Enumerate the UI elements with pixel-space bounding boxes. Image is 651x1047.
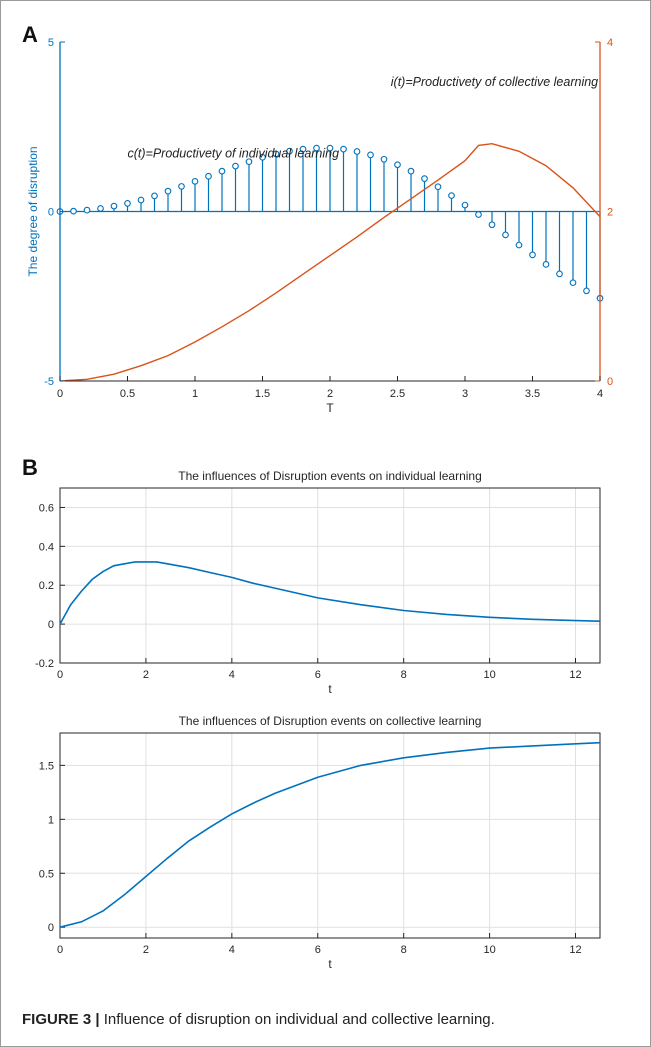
x-axis-label: T (326, 401, 334, 415)
x-tick-label: 4 (229, 944, 235, 956)
x-tick-label: 1 (192, 388, 198, 400)
annotation-individual: c(t)=Productivety of individual learning (128, 146, 340, 160)
stem-marker (178, 183, 185, 190)
stem-marker (367, 151, 374, 159)
x-tick-label: 0 (57, 388, 63, 400)
stem-marker (583, 287, 590, 295)
y-axis-label: The degree of disruption (26, 146, 40, 276)
stem-marker (151, 192, 158, 200)
x-tick-label: 2 (327, 388, 333, 400)
stem-marker (70, 207, 77, 215)
stem-marker (556, 270, 563, 278)
stem-marker (299, 145, 307, 153)
series-line (59, 561, 601, 625)
chart-b2-collective-learning: The influences of Disruption events on c… (39, 714, 601, 971)
stem-marker (380, 155, 388, 163)
stem-marker (569, 279, 577, 287)
y-tick-label: -5 (44, 376, 54, 388)
caption-text: Influence of disruption on individual an… (99, 1011, 495, 1028)
stem-marker (434, 183, 442, 191)
chart-title: The influences of Disruption events on c… (179, 714, 482, 728)
x-tick-label: 2 (143, 944, 149, 956)
y2-tick-label: 4 (607, 37, 613, 49)
figure-caption: FIGURE 3 | Influence of disruption on in… (22, 1011, 495, 1028)
x-tick-label: 0 (57, 944, 63, 956)
stem-marker (488, 221, 496, 229)
y-tick-label: 1.5 (39, 760, 54, 772)
x-axis-label: t (328, 682, 332, 696)
y-tick-label: 0.6 (39, 502, 54, 514)
x-tick-label: 12 (569, 669, 581, 681)
y-tick-label: 1 (48, 814, 54, 826)
y-tick-label: 0.4 (39, 541, 54, 553)
x-tick-label: 6 (315, 944, 321, 956)
stem-marker (340, 145, 347, 153)
plot-box (59, 732, 601, 939)
y-tick-label: 0 (48, 922, 54, 934)
stem-marker (97, 205, 104, 212)
stem-marker (110, 202, 118, 210)
y2-tick-label: 2 (607, 207, 613, 219)
stem-marker (448, 192, 455, 199)
stem-marker (259, 153, 266, 161)
y-tick-label: -0.2 (35, 658, 54, 670)
x-axis-label: t (328, 957, 332, 971)
annotation-collective: i(t)=Productivety of collective learning (391, 75, 598, 89)
stem-marker (205, 172, 212, 180)
stem-marker (313, 144, 320, 152)
y-tick-label: 0.2 (39, 580, 54, 592)
stem-marker (164, 187, 172, 195)
x-tick-label: 1.5 (255, 388, 270, 400)
stem-marker (529, 251, 536, 259)
x-tick-label: 3 (462, 388, 468, 400)
stem-marker (542, 261, 550, 268)
x-tick-label: 6 (315, 669, 321, 681)
y-tick-label: 0.5 (39, 868, 54, 880)
collective-curve (59, 142, 601, 382)
stem-marker (245, 158, 253, 166)
x-tick-label: 8 (401, 669, 407, 681)
caption-label: FIGURE 3 | (22, 1011, 100, 1028)
panel-a-letter: A (22, 22, 38, 47)
stem-marker (191, 177, 199, 185)
x-tick-label: 8 (401, 944, 407, 956)
x-tick-label: 12 (569, 944, 581, 956)
stem-marker (475, 211, 482, 218)
stem-marker (353, 148, 361, 155)
y-tick-label: 0 (48, 207, 54, 219)
x-tick-label: 10 (483, 944, 495, 956)
x-tick-label: 2 (143, 669, 149, 681)
stem-marker (502, 231, 509, 239)
stem-marker (232, 162, 239, 170)
x-tick-label: 4 (229, 669, 235, 681)
stem-marker (137, 196, 145, 204)
stem-marker (394, 161, 401, 169)
x-tick-label: 0 (57, 669, 63, 681)
x-tick-label: 10 (483, 669, 495, 681)
panel-b-letter: B (22, 455, 38, 480)
x-tick-label: 3.5 (525, 388, 540, 400)
series-line (59, 741, 601, 928)
chart-b1-individual-learning: The influences of Disruption events on i… (35, 469, 601, 696)
stem-marker (83, 206, 91, 214)
plot-box (59, 487, 601, 664)
y-tick-label: 0 (48, 619, 54, 631)
stem-marker (286, 147, 293, 155)
stem-marker (326, 144, 334, 152)
stem-marker (421, 175, 428, 182)
chart-title: The influences of Disruption events on i… (178, 469, 482, 483)
stem-marker (218, 167, 226, 175)
x-tick-label: 2.5 (390, 388, 405, 400)
x-tick-label: 0.5 (120, 388, 135, 400)
x-tick-label: 4 (597, 388, 603, 400)
stem-marker (515, 241, 523, 249)
y-tick-label: 5 (48, 37, 54, 49)
stem-marker (461, 201, 469, 209)
stem-marker (272, 150, 280, 158)
stem-marker (124, 200, 131, 207)
stem-marker (407, 167, 415, 175)
y2-tick-label: 0 (607, 376, 613, 388)
